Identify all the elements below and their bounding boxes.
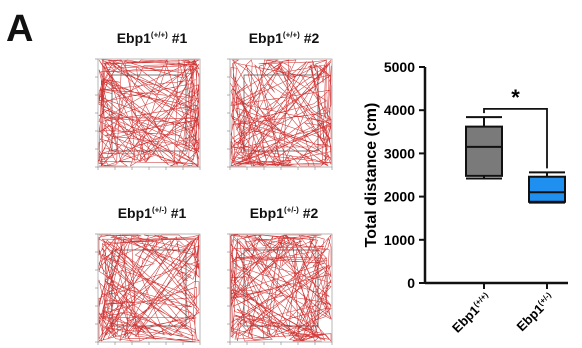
center-zone: [111, 74, 187, 152]
panel-letter: A: [6, 8, 34, 50]
track-path: [98, 234, 200, 343]
tile-title: Ebp1(+/-) #2: [249, 205, 319, 221]
y-tick-label: 1000: [384, 232, 415, 248]
tile-title: Ebp1(+/+) #1: [116, 30, 188, 46]
y-tick-label: 4000: [384, 102, 415, 118]
significance-bracket: [483, 108, 548, 169]
y-tick-label: 2000: [384, 189, 415, 205]
y-tick-label: 3000: [384, 145, 415, 161]
x-tick-label: Ebp1(+/+): [449, 290, 494, 335]
y-axis-label: Total distance (cm): [363, 103, 380, 248]
center-zone: [243, 74, 319, 152]
track-plot: [227, 58, 333, 170]
boxplot-chart: 0 1000 2000 3000 4000 5000 Total distance (cm)…: [363, 59, 568, 336]
track-path: [230, 233, 332, 342]
track-path: [97, 58, 200, 168]
y-tick-label: 0: [407, 275, 415, 291]
significance-label: *: [511, 85, 520, 110]
track-plot: [95, 58, 201, 170]
y-tick-label: 5000: [384, 59, 415, 75]
tile-title: Ebp1(+/-) #1: [117, 205, 187, 221]
x-tick-label: Ebp1(+/-): [514, 290, 558, 334]
box: [528, 175, 566, 203]
track-path: [229, 59, 332, 167]
track-plot: [227, 233, 333, 345]
box: [465, 125, 503, 177]
track-plot: [95, 233, 201, 345]
tile-title: Ebp1(+/+) #2: [248, 30, 320, 46]
